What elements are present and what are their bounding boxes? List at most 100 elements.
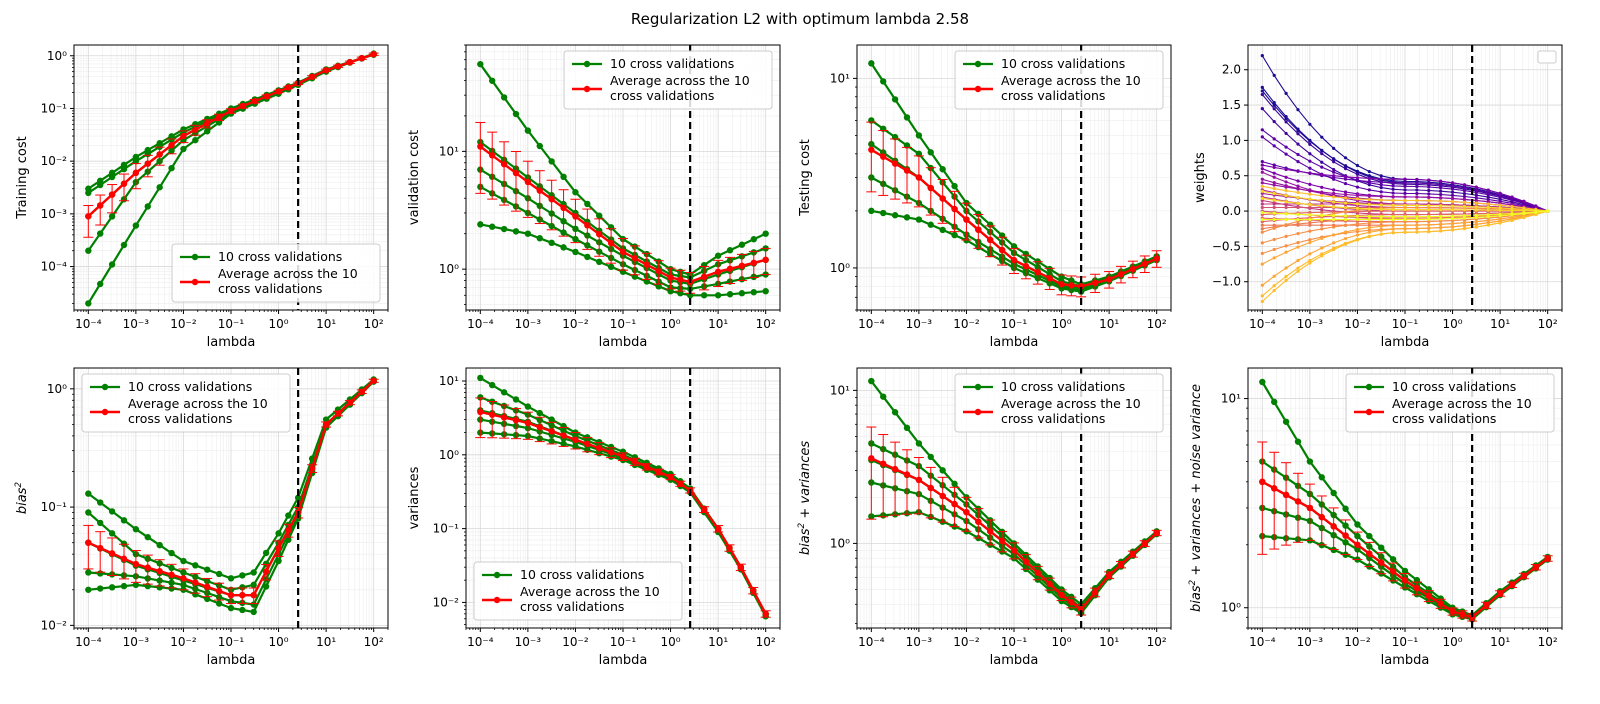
- weight-point: [1332, 167, 1336, 172]
- average-point: [1010, 256, 1018, 264]
- legend-box: [1537, 50, 1557, 64]
- weight-point: [1450, 204, 1455, 208]
- weight-point: [1462, 194, 1467, 199]
- average-point: [1259, 478, 1266, 485]
- weight-point: [1474, 225, 1478, 229]
- average-point: [97, 202, 104, 209]
- weight-point: [1379, 217, 1383, 222]
- x-tick-label: 10²: [756, 317, 776, 331]
- weight-point: [1379, 190, 1383, 194]
- weight-point: [1415, 215, 1419, 219]
- legend-cv-marker: [493, 571, 501, 579]
- y-tick-label: 10⁻²: [433, 595, 460, 609]
- weight-point: [1391, 181, 1395, 185]
- plot-area: [475, 374, 771, 620]
- average-point: [227, 107, 235, 115]
- cv-point: [1282, 418, 1290, 425]
- weight-point: [1272, 181, 1276, 185]
- average-point: [596, 231, 603, 238]
- subplot-variances: 10⁻⁴ 10⁻³ 10⁻² 10⁻¹ 10⁰ 10¹ 10² 10⁻² 10⁻¹ 10⁰ 10¹ l…: [407, 367, 781, 668]
- x-tick-label: 10²: [1147, 317, 1167, 331]
- legend-box: [954, 373, 1164, 433]
- weight-point: [1308, 159, 1312, 163]
- average-point: [1401, 577, 1409, 584]
- average-point: [951, 500, 958, 508]
- weight-point: [1284, 116, 1288, 121]
- y-tick-label: 10⁰: [439, 448, 459, 462]
- weight-point: [1284, 175, 1288, 179]
- average-point: [927, 484, 934, 492]
- weight-point: [1272, 198, 1276, 202]
- weight-point: [1272, 274, 1276, 278]
- weight-point: [1272, 73, 1276, 77]
- weight-point: [1486, 197, 1490, 202]
- cv-point: [132, 526, 140, 533]
- legend-avg-label: Average across the 10: [1392, 396, 1532, 411]
- weight-point: [1474, 201, 1478, 205]
- y-axis-label: weights: [1193, 152, 1208, 203]
- weight-point: [1450, 200, 1455, 204]
- cv-point: [132, 153, 140, 161]
- average-point: [951, 205, 958, 213]
- average-point: [1117, 271, 1125, 278]
- weight-point: [1367, 179, 1371, 184]
- x-tick-label: 10¹: [708, 317, 728, 331]
- weight-point: [1308, 223, 1312, 227]
- weight-point: [1439, 222, 1443, 226]
- average-point: [346, 59, 354, 66]
- x-tick-label: 10²: [364, 317, 384, 331]
- x-tick-label: 10⁻¹: [1001, 317, 1028, 331]
- legend-box: [81, 373, 291, 433]
- cv-point: [512, 396, 520, 403]
- cv-point: [85, 247, 92, 254]
- weight-point: [1474, 208, 1478, 212]
- weight-point: [1284, 189, 1288, 193]
- weight-point: [1379, 224, 1383, 228]
- average-point: [584, 222, 591, 229]
- cv-point: [250, 581, 257, 589]
- weight-point: [1260, 184, 1264, 188]
- average-point: [156, 567, 163, 575]
- cv-point: [477, 221, 484, 228]
- weight-point: [1332, 170, 1336, 174]
- weight-point: [1332, 146, 1336, 150]
- cv-point: [500, 225, 508, 233]
- weight-point: [1260, 299, 1264, 304]
- cv-point: [868, 60, 875, 67]
- subplot-validation: 10⁻⁴ 10⁻³ 10⁻² 10⁻¹ 10⁰ 10¹ 10² 10⁰ 10¹ lambda val…: [407, 44, 781, 350]
- weight-point: [1498, 221, 1502, 225]
- cv-point: [1342, 505, 1349, 512]
- weight-point: [1296, 132, 1300, 136]
- average-point: [180, 575, 187, 582]
- cv-point: [168, 549, 175, 557]
- average-point: [1482, 602, 1490, 609]
- x-tick-label: 10⁰: [1052, 635, 1072, 649]
- cv-point: [667, 287, 674, 295]
- weight-point: [1308, 203, 1312, 207]
- weight-point: [1296, 201, 1300, 205]
- cv-point: [97, 177, 104, 184]
- cv-point: [120, 582, 128, 590]
- average-point: [275, 88, 282, 95]
- average-point: [308, 73, 316, 81]
- weight-point: [1332, 157, 1336, 161]
- weight-point: [1284, 223, 1288, 227]
- subplot-bias_var_noise: 10⁻⁴ 10⁻³ 10⁻² 10⁻¹ 10⁰ 10¹ 10² 10⁰ 10¹ lambda bia…: [1188, 367, 1563, 668]
- average-point: [285, 527, 292, 534]
- x-tick-label: 10⁻⁴: [1249, 317, 1276, 331]
- weight-point: [1320, 135, 1324, 139]
- weight-point: [1343, 206, 1348, 210]
- subplot-testing: 10⁻⁴ 10⁻³ 10⁻² 10⁻¹ 10⁰ 10¹ 10² 10⁰ 10¹ lambda Tes…: [798, 44, 1172, 350]
- weight-point: [1427, 230, 1431, 234]
- cv-point: [536, 235, 543, 242]
- weight-point: [1427, 214, 1431, 219]
- average-point: [322, 421, 330, 428]
- weight-point: [1391, 231, 1395, 235]
- average-point: [1034, 569, 1041, 576]
- y-tick-label: 10⁻²: [41, 618, 68, 632]
- average-point: [584, 440, 591, 448]
- weight-point: [1260, 202, 1264, 206]
- weight-point: [1510, 208, 1514, 213]
- weight-point: [1462, 216, 1467, 220]
- average-point: [168, 142, 175, 149]
